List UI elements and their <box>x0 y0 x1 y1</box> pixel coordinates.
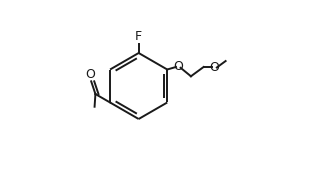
Text: O: O <box>85 67 95 80</box>
Text: O: O <box>210 61 220 74</box>
Text: F: F <box>135 30 142 43</box>
Text: O: O <box>173 61 183 73</box>
